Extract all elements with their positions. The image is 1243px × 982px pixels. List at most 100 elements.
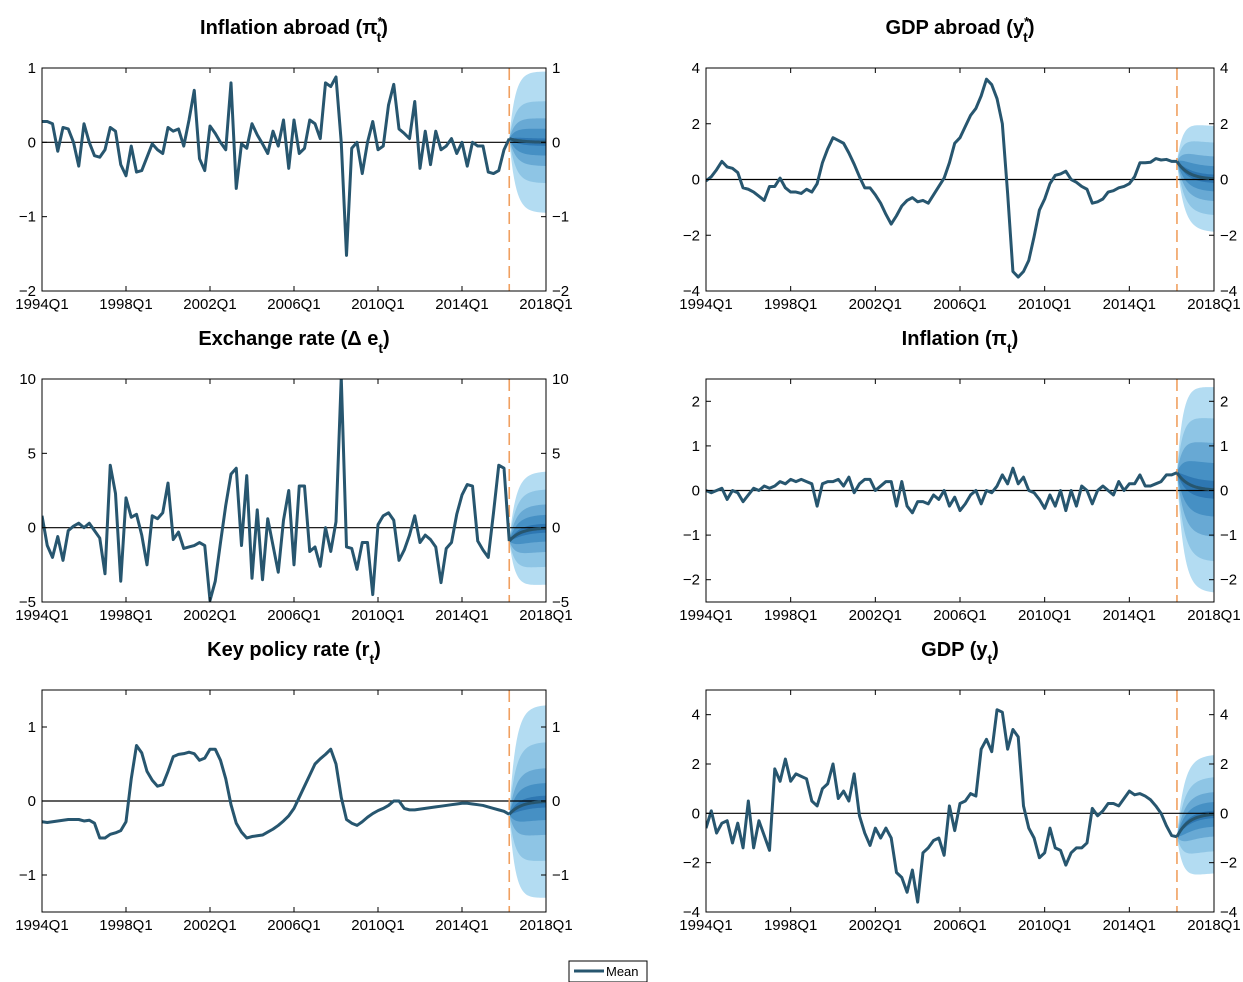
x-tick-label: 2006Q1 xyxy=(267,296,320,313)
x-tick-label: 2018Q1 xyxy=(519,917,572,934)
series-line-mean xyxy=(42,75,511,257)
legend-box xyxy=(568,960,648,982)
y-tick-label-right: −5 xyxy=(552,594,569,611)
x-tick-label: 1994Q1 xyxy=(15,607,68,624)
x-tick-label: 1998Q1 xyxy=(764,296,817,313)
chart-title-sub: t xyxy=(987,651,992,667)
y-tick-label-left: 4 xyxy=(692,707,700,724)
y-tick-label-right: 0 xyxy=(552,520,560,537)
y-tick-label-right: 1 xyxy=(552,719,560,736)
y-tick-label-right: −2 xyxy=(1220,855,1237,872)
chart-title-main: Inflation abroad (π xyxy=(200,17,378,39)
x-tick-label: 2002Q1 xyxy=(849,296,902,313)
y-tick-label-left: 4 xyxy=(692,60,700,77)
x-tick-label: 2014Q1 xyxy=(435,296,488,313)
chart-title: Inflation abroad (π* t) xyxy=(200,14,388,45)
y-tick-label-right: −2 xyxy=(552,283,569,300)
chart-title-main: Key policy rate (r xyxy=(207,639,370,661)
plot-area xyxy=(706,690,1214,912)
forecast-mean-line xyxy=(1175,471,1214,492)
x-tick-label: 1998Q1 xyxy=(99,296,152,313)
panel-5: 1994Q1 1998Q1 2002Q1 2006Q1 2010Q1 2014Q1 2018… xyxy=(15,639,572,934)
y-tick-label-left: 0 xyxy=(692,172,700,189)
plot-area xyxy=(42,690,546,912)
x-tick-label: 2018Q1 xyxy=(519,296,572,313)
y-tick-label-right: 4 xyxy=(1220,707,1228,724)
y-tick-label-left: −2 xyxy=(683,855,700,872)
y-tick-label-right: −1 xyxy=(552,209,569,226)
y-tick-label-left: −1 xyxy=(19,209,36,226)
x-tick-label: 2010Q1 xyxy=(1018,917,1071,934)
chart-title: Exchange rate (Δ et) xyxy=(198,328,389,356)
chart-title-sup: * xyxy=(378,14,384,29)
chart-title-sub: t xyxy=(378,340,383,356)
y-tick-label-left: 5 xyxy=(28,445,36,462)
chart-title: Inflation (πt) xyxy=(902,328,1019,356)
x-tick-label: 2010Q1 xyxy=(351,607,404,624)
x-tick-label: 2002Q1 xyxy=(849,917,902,934)
panel-3: 1994Q1 1998Q1 2002Q1 2006Q1 2010Q1 2014Q1 2018… xyxy=(15,328,572,624)
plot-area xyxy=(706,379,1214,602)
panel-2: 1994Q1 1998Q1 2002Q1 2006Q1 2010Q1 2014Q1 2018… xyxy=(679,14,1240,313)
series-line-mean xyxy=(42,744,510,840)
y-tick-label-right: 5 xyxy=(552,445,560,462)
y-tick-label-right: −2 xyxy=(1220,227,1237,244)
y-tick-label-left: 0 xyxy=(692,483,700,500)
y-tick-label-left: 1 xyxy=(28,719,36,736)
x-tick-label: 1994Q1 xyxy=(679,607,732,624)
x-tick-label: 2018Q1 xyxy=(1187,296,1240,313)
y-tick-label-left: 1 xyxy=(28,60,36,77)
y-tick-label-left: 2 xyxy=(692,116,700,133)
y-tick-label-left: −1 xyxy=(19,867,36,884)
chart-title: GDP (yt) xyxy=(921,639,999,667)
y-tick-label-right: −1 xyxy=(552,867,569,884)
plot-area xyxy=(42,68,546,291)
x-tick-label: 2014Q1 xyxy=(435,917,488,934)
series-line-mean xyxy=(706,466,1178,515)
x-tick-label: 2006Q1 xyxy=(267,917,320,934)
x-tick-label: 2002Q1 xyxy=(183,917,236,934)
chart-title-sub: t xyxy=(1007,340,1012,356)
x-tick-label: 2014Q1 xyxy=(1103,607,1156,624)
x-tick-label: 2006Q1 xyxy=(933,607,986,624)
chart-title-main: GDP abroad (y xyxy=(886,17,1025,39)
y-tick-label-left: −2 xyxy=(19,283,36,300)
legend: Mean xyxy=(568,960,648,982)
chart-title-end: ) xyxy=(381,17,388,39)
chart-title-main: Inflation (π xyxy=(902,328,1007,350)
axes-box xyxy=(41,378,547,603)
y-tick-label-right: 1 xyxy=(552,60,560,77)
y-tick-label-right: 10 xyxy=(552,371,569,388)
fan-band-1 xyxy=(1176,810,1214,837)
plot-area xyxy=(706,68,1214,291)
y-tick-label-right: 0 xyxy=(1220,805,1228,822)
series-line-mean xyxy=(706,708,1178,904)
chart-title-sub: t xyxy=(377,29,382,45)
y-tick-label-right: 2 xyxy=(1220,116,1228,133)
chart-title: GDP abroad (y* t) xyxy=(886,14,1035,45)
chart-title: Key policy rate (rt) xyxy=(207,639,381,667)
panel-1: 1994Q1 1998Q1 2002Q1 2006Q1 2010Q1 2014Q1 2018… xyxy=(15,14,572,313)
y-tick-label-right: 2 xyxy=(1220,756,1228,773)
y-tick-label-left: −2 xyxy=(683,572,700,589)
y-tick-label-left: −4 xyxy=(683,904,700,921)
x-tick-label: 2010Q1 xyxy=(1018,607,1071,624)
x-tick-label: 2006Q1 xyxy=(933,296,986,313)
y-tick-label-left: 0 xyxy=(28,134,36,151)
y-tick-label-right: 0 xyxy=(552,793,560,810)
x-tick-label: 1994Q1 xyxy=(15,296,68,313)
legend-label: Mean xyxy=(606,964,639,979)
y-tick-label-left: −5 xyxy=(19,594,36,611)
y-tick-label-left: −4 xyxy=(683,283,700,300)
forecast-mean-line xyxy=(1175,812,1214,838)
x-tick-label: 2014Q1 xyxy=(1103,296,1156,313)
chart-title-sub: t xyxy=(1023,29,1028,45)
chart-title-main: Exchange rate (Δ e xyxy=(198,328,378,350)
y-tick-label-left: 10 xyxy=(19,371,36,388)
x-tick-label: 2018Q1 xyxy=(1187,607,1240,624)
chart-title-end: ) xyxy=(1012,328,1019,350)
y-tick-label-left: 0 xyxy=(28,520,36,537)
panel-6: 1994Q1 1998Q1 2002Q1 2006Q1 2010Q1 2014Q1 2018… xyxy=(679,639,1240,934)
y-tick-label-right: 0 xyxy=(552,134,560,151)
